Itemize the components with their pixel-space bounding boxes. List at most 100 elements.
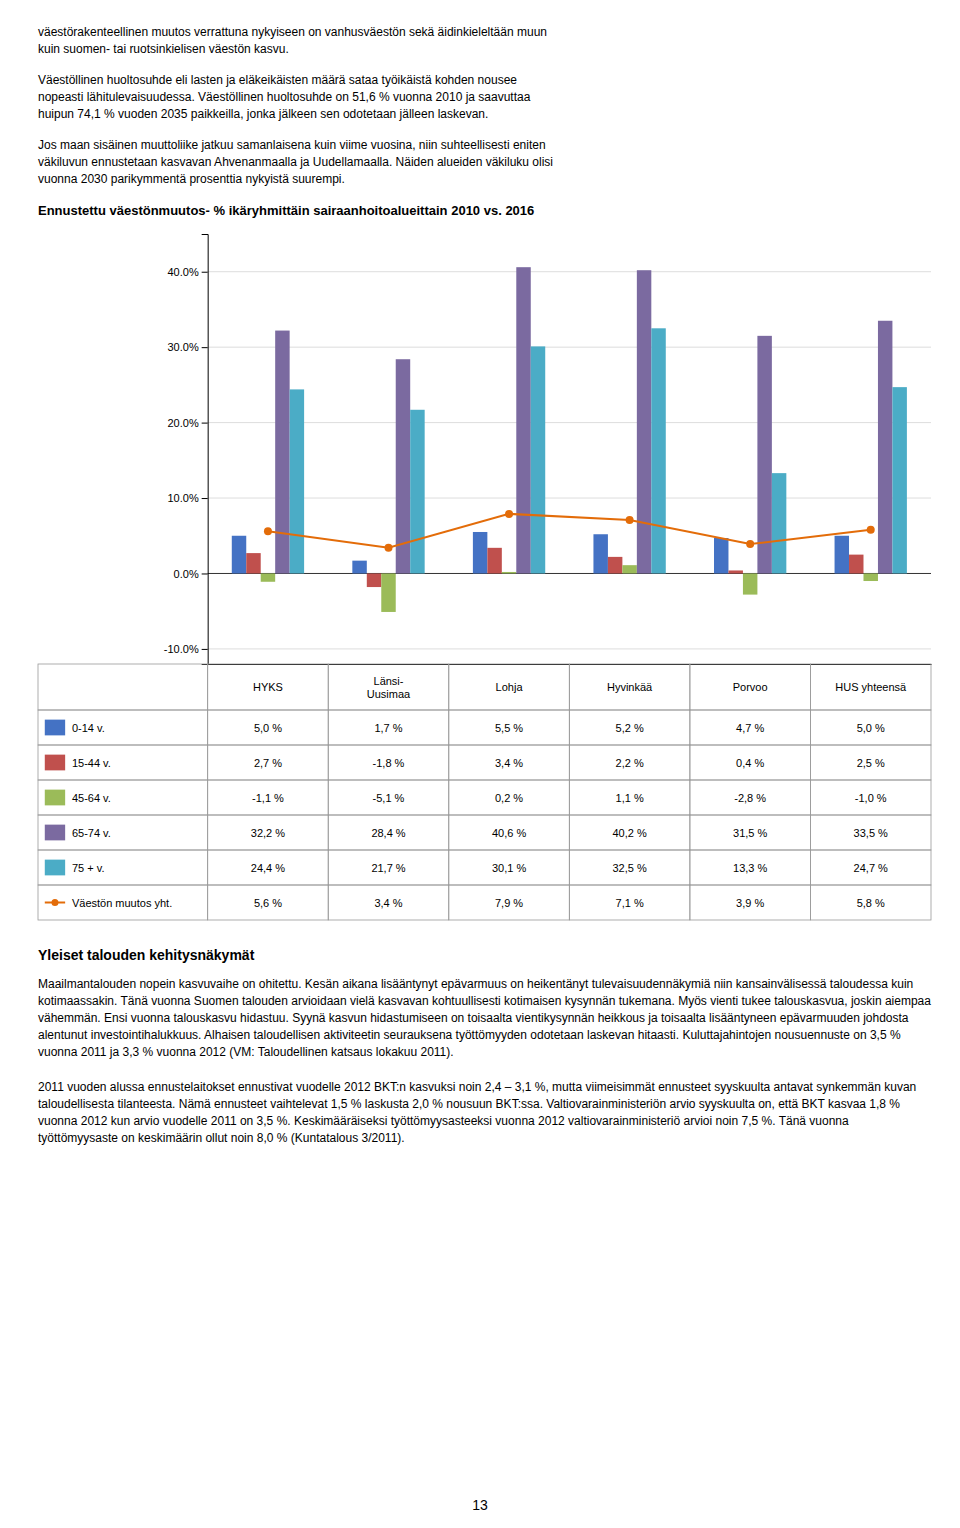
- table-value: 5,8 %: [857, 897, 885, 909]
- table-value: 2,2 %: [616, 757, 644, 769]
- header-paragraph: Väestöllinen huoltosuhde eli lasten ja e…: [38, 73, 531, 121]
- table-value: -5,1 %: [373, 792, 405, 804]
- table-value: 3,4 %: [495, 757, 523, 769]
- text-line: väestörakenteellinen muutos verrattuna n…: [38, 25, 547, 39]
- table-value: 13,3 %: [733, 862, 767, 874]
- text-line: vuonna 2030 parikymmentä prosenttia nyky…: [38, 172, 345, 186]
- y-tick-mark: [202, 347, 208, 348]
- table-cell: [569, 815, 690, 850]
- legend-swatch: [45, 755, 65, 771]
- bar: [487, 548, 501, 574]
- data-table: HYKSLänsi-UusimaaLohjaHyvinkääPorvooHUS …: [38, 664, 931, 920]
- table-value: 40,6 %: [492, 827, 526, 839]
- table-cell: [690, 745, 811, 780]
- line-marker: [746, 540, 754, 548]
- bar: [246, 553, 260, 573]
- legend-swatch: [45, 720, 65, 736]
- bar: [863, 573, 877, 581]
- table-value: 32,2 %: [251, 827, 285, 839]
- line-marker: [505, 510, 513, 518]
- header-paragraph: väestörakenteellinen muutos verrattuna n…: [38, 25, 547, 56]
- table-cell: [38, 815, 208, 850]
- table-cell: [449, 850, 570, 885]
- legend-swatch-marker: [51, 899, 58, 906]
- bar: [714, 538, 728, 573]
- table-value: 7,1 %: [616, 897, 644, 909]
- table-cell: [328, 664, 449, 710]
- table-cell: [208, 850, 329, 885]
- text-line: taloudellisesta tilanteesta. Nämä ennust…: [38, 1097, 900, 1111]
- table-value: 1,1 %: [616, 792, 644, 804]
- table-cell: [810, 815, 931, 850]
- table-cell: [328, 850, 449, 885]
- table-cell: [690, 885, 811, 920]
- table-value: -1,8 %: [373, 757, 405, 769]
- table-value: 28,4 %: [371, 827, 405, 839]
- line-marker: [626, 516, 634, 524]
- table-value: 5,0 %: [254, 722, 282, 734]
- text-line: Porvoo: [733, 681, 768, 693]
- table-value: 5,6 %: [254, 897, 282, 909]
- table-value: 2,5 %: [857, 757, 885, 769]
- table-cell: [810, 780, 931, 815]
- table-cell: [690, 815, 811, 850]
- table-header: HYKS: [253, 681, 283, 693]
- table-cell: [328, 780, 449, 815]
- grid: [208, 272, 931, 649]
- page: väestörakenteellinen muutos verrattuna n…: [0, 0, 960, 1528]
- bar: [381, 573, 395, 611]
- bar-series: [275, 267, 892, 573]
- table-value: 30,1 %: [492, 862, 526, 874]
- table-header: Länsi-Uusimaa: [367, 675, 411, 700]
- y-tick-label: -10.0%: [164, 643, 199, 655]
- table-cell: [810, 885, 931, 920]
- table-value: 7,9 %: [495, 897, 523, 909]
- text-line: huipun 74,1 % vuoden 2035 paikkeilla, jo…: [38, 107, 488, 121]
- legend-swatch: [45, 860, 65, 876]
- table-cell: [569, 885, 690, 920]
- table-value: 2,7 %: [254, 757, 282, 769]
- table-cell: [569, 780, 690, 815]
- table-cell: [208, 745, 329, 780]
- y-tick: 0.0%: [174, 567, 208, 579]
- table-value: 0,4 %: [736, 757, 764, 769]
- y-tick-mark: [202, 423, 208, 424]
- legend-swatch: [45, 825, 65, 841]
- bar: [290, 389, 304, 573]
- bar: [261, 573, 275, 581]
- bar: [892, 387, 906, 573]
- y-tick-mark: [202, 498, 208, 499]
- y-tick-label: 0.0%: [174, 567, 199, 579]
- bar: [473, 532, 487, 573]
- legend-swatch: [45, 790, 65, 806]
- table-value: 1,7 %: [374, 722, 402, 734]
- table-value: 3,4 %: [374, 897, 402, 909]
- line: [268, 514, 871, 548]
- table-cell: [38, 780, 208, 815]
- y-axis: -10.0%0.0%10.0%20.0%30.0%40.0%: [164, 235, 208, 665]
- grid-line: [208, 347, 931, 348]
- bar: [593, 534, 607, 573]
- table-value: 5,0 %: [857, 722, 885, 734]
- chart-title: Ennustettu väestönmuutos- % ikäryhmittäi…: [38, 203, 534, 218]
- bar: [651, 328, 665, 573]
- legend-label: 15-44 v.: [72, 757, 111, 769]
- table-header: Lohja: [496, 681, 524, 693]
- text-line: vuonna 2012 kun arvio vuodelle 2011 on 3…: [38, 1114, 849, 1128]
- table-cell: [208, 710, 329, 745]
- table-value: -2,8 %: [734, 792, 766, 804]
- table-cell: [449, 710, 570, 745]
- table-value: 24,4 %: [251, 862, 285, 874]
- bar: [849, 555, 863, 574]
- table-cell: [208, 885, 329, 920]
- text-line: Hyvinkää: [607, 681, 653, 693]
- table-value: 21,7 %: [371, 862, 405, 874]
- table-cell: [810, 745, 931, 780]
- bar: [516, 267, 530, 573]
- table-cell: [690, 710, 811, 745]
- legend-label: 65-74 v.: [72, 827, 111, 839]
- table-cell: [328, 745, 449, 780]
- table-cell: [690, 850, 811, 885]
- table-header: Porvoo: [733, 681, 768, 693]
- bar: [275, 331, 289, 574]
